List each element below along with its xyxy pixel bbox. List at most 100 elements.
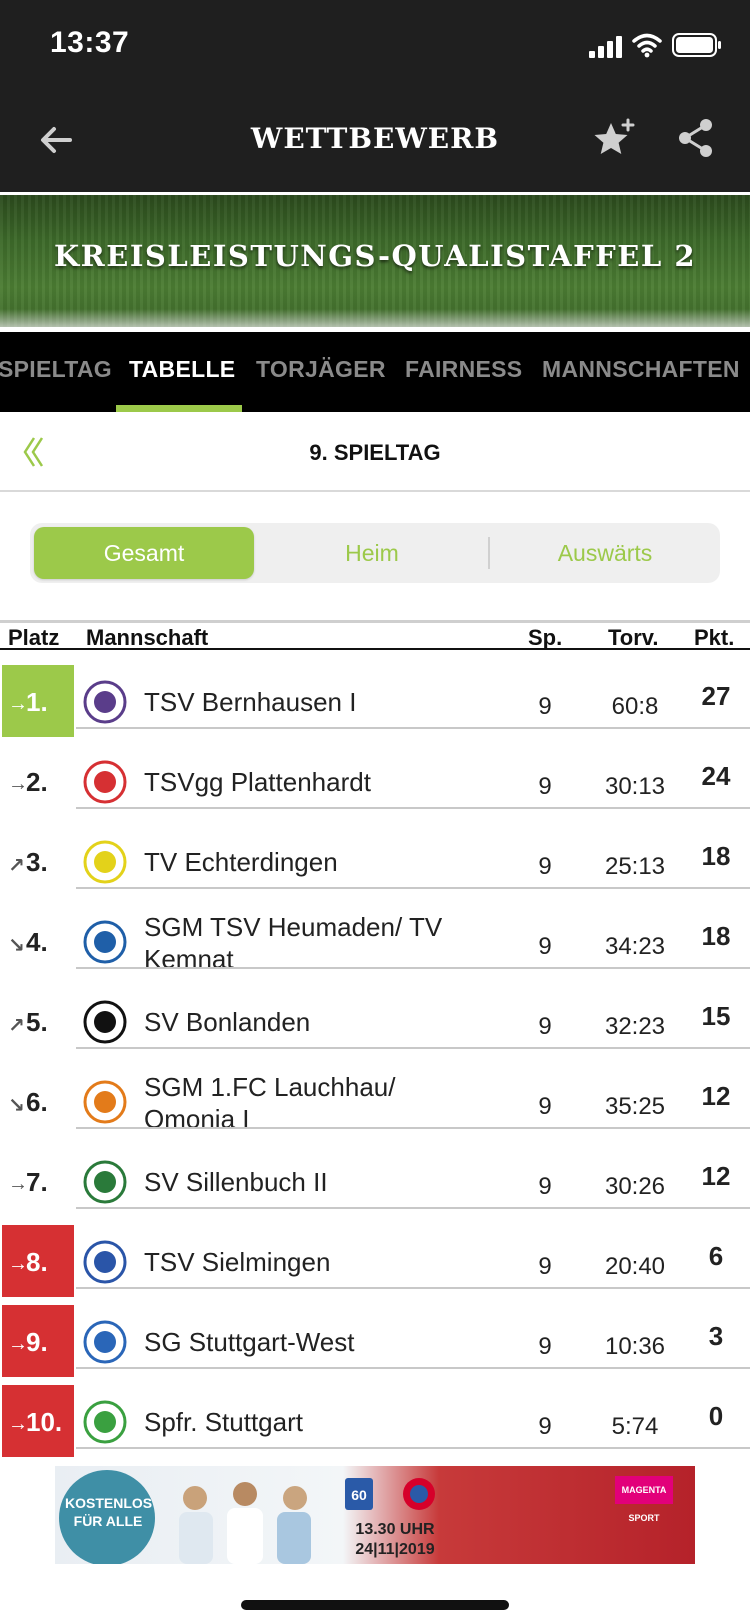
team-name: Spfr. Stuttgart bbox=[144, 1407, 303, 1437]
rank-cell: → 2. bbox=[2, 745, 74, 817]
header-mannschaft: Mannschaft bbox=[86, 625, 209, 650]
team-crest-icon bbox=[83, 920, 127, 964]
segment-heim[interactable]: Heim bbox=[345, 540, 399, 566]
goal-ratio: 34:23 bbox=[604, 933, 666, 960]
row-divider bbox=[76, 1287, 750, 1289]
games-played: 9 bbox=[538, 933, 552, 960]
rank-number: 9. bbox=[26, 1327, 48, 1357]
goal-ratio: 10:36 bbox=[604, 1333, 666, 1360]
table-row[interactable]: ↘ 6. SGM 1.FC Lauchhau/ Omonia I 9 35:25 12 bbox=[0, 1065, 750, 1145]
segment-auswaerts[interactable]: Auswärts bbox=[557, 540, 653, 566]
team-name: SGM TSV Heumaden/ TV Kemnat bbox=[144, 912, 443, 973]
table-row[interactable]: → 1. TSV Bernhausen I 9 60:8 27 bbox=[0, 665, 750, 745]
row-divider bbox=[76, 1047, 750, 1049]
points: 3 bbox=[708, 1321, 724, 1351]
home-indicator[interactable] bbox=[241, 1600, 509, 1610]
points: 12 bbox=[701, 1161, 731, 1191]
tab-spieltag[interactable]: SPIELTAG bbox=[0, 356, 112, 382]
table-row[interactable]: → 10. Spfr. Stuttgart 9 5:74 0 bbox=[0, 1385, 750, 1465]
points: 24 bbox=[701, 761, 731, 791]
games-played: 9 bbox=[538, 693, 552, 720]
trend-arrow-icon: → bbox=[8, 693, 28, 715]
rank-cell: → 10. bbox=[2, 1385, 74, 1457]
rank-number: 1. bbox=[26, 687, 48, 717]
rank-number: 3. bbox=[26, 847, 48, 877]
games-played: 9 bbox=[538, 1093, 552, 1120]
rank-cell: ↘ 6. bbox=[2, 1065, 74, 1137]
trend-arrow-icon: → bbox=[8, 1173, 28, 1195]
team-crest-icon bbox=[83, 760, 127, 804]
team-crest-icon bbox=[83, 1000, 127, 1044]
goal-ratio: 30:26 bbox=[604, 1173, 666, 1200]
matchday-label: 9. SPIELTAG bbox=[309, 440, 441, 465]
points: 6 bbox=[708, 1241, 724, 1271]
goal-ratio: 25:13 bbox=[604, 853, 666, 880]
table-row[interactable]: → 7. SV Sillenbuch II 9 30:26 12 bbox=[0, 1145, 750, 1225]
ad-free-text: KOSTENLOS FÜR ALLE bbox=[65, 1495, 153, 1529]
table-row[interactable]: ↘ 4. SGM TSV Heumaden/ TV Kemnat 9 34:23 18 bbox=[0, 905, 750, 985]
matchday-selector: 9. SPIELTAG bbox=[0, 412, 750, 492]
team-crest-icon bbox=[83, 840, 127, 884]
wifi-icon bbox=[632, 33, 662, 58]
tab-fairness[interactable]: FAIRNESS bbox=[405, 356, 523, 382]
trend-arrow-icon: ↘ bbox=[8, 1095, 25, 1117]
points: 18 bbox=[701, 921, 731, 951]
rank-number: 2. bbox=[26, 767, 48, 797]
ad-kickoff-time: 13.30 UHR 24|11|2019 bbox=[355, 1521, 435, 1558]
section-tabs: SPIELTAG TABELLE TORJÄGER FAIRNESS MANNS… bbox=[0, 332, 750, 412]
points: 18 bbox=[701, 841, 731, 871]
players-image bbox=[179, 1482, 311, 1564]
segment-gesamt[interactable]: Gesamt bbox=[34, 527, 254, 579]
goal-ratio: 30:13 bbox=[604, 773, 666, 800]
games-played: 9 bbox=[538, 1253, 552, 1280]
points: 27 bbox=[701, 681, 731, 711]
header-sp: Sp. bbox=[528, 625, 563, 650]
team-name: SV Bonlanden bbox=[144, 1007, 311, 1037]
active-tab-indicator bbox=[116, 405, 242, 412]
games-played: 9 bbox=[538, 853, 552, 880]
tab-tabelle[interactable]: TABELLE bbox=[129, 356, 236, 382]
team-name: SGM 1.FC Lauchhau/ Omonia I bbox=[144, 1072, 396, 1133]
rank-cell: → 7. bbox=[2, 1145, 74, 1217]
team-name: SV Sillenbuch II bbox=[144, 1167, 328, 1197]
points: 12 bbox=[701, 1081, 731, 1111]
advertisement-banner[interactable]: KOSTENLOS FÜR ALLE 60 13.30 UHR 24|11|20… bbox=[55, 1466, 695, 1564]
arrow-left-icon[interactable] bbox=[36, 120, 76, 160]
row-divider bbox=[76, 727, 750, 729]
svg-text:60: 60 bbox=[351, 1487, 367, 1503]
tab-mannschaften[interactable]: MANNSCHAFTEN bbox=[542, 356, 740, 382]
share-icon[interactable] bbox=[676, 117, 716, 159]
team-crest-icon bbox=[83, 1160, 127, 1204]
team-name: TSV Bernhausen I bbox=[144, 687, 357, 717]
row-divider bbox=[76, 887, 750, 889]
double-chevron-left-icon[interactable] bbox=[22, 434, 46, 470]
tab-torjaeger[interactable]: TORJÄGER bbox=[256, 356, 386, 382]
team-crest-icon bbox=[83, 1320, 127, 1364]
rank-cell: ↗ 5. bbox=[2, 985, 74, 1057]
goal-ratio: 60:8 bbox=[611, 693, 659, 720]
row-divider bbox=[76, 1207, 750, 1209]
table-row[interactable]: ↗ 5. SV Bonlanden 9 32:23 15 bbox=[0, 985, 750, 1065]
segment-divider bbox=[488, 537, 490, 569]
row-divider bbox=[76, 1367, 750, 1369]
table-row[interactable]: → 8. TSV Sielmingen 9 20:40 6 bbox=[0, 1225, 750, 1305]
team-crest-icon bbox=[83, 1240, 127, 1284]
star-plus-icon[interactable] bbox=[593, 117, 635, 159]
header-torv: Torv. bbox=[608, 625, 659, 650]
table-row[interactable]: ↗ 3. TV Echterdingen 9 25:13 18 bbox=[0, 825, 750, 905]
points: 0 bbox=[708, 1401, 724, 1431]
team-crest-icon bbox=[83, 1400, 127, 1444]
table-row[interactable]: → 2. TSVgg Plattenhardt 9 30:13 24 bbox=[0, 745, 750, 825]
rank-number: 8. bbox=[26, 1247, 48, 1277]
competition-banner: KREISLEISTUNGS-QUALISTAFFEL 2 bbox=[0, 195, 750, 327]
trend-arrow-icon: → bbox=[8, 1413, 28, 1435]
competition-title: KREISLEISTUNGS-QUALISTAFFEL 2 bbox=[53, 239, 697, 273]
trend-arrow-icon: ↗ bbox=[8, 1015, 25, 1037]
goal-ratio: 32:23 bbox=[604, 1013, 666, 1040]
goal-ratio: 20:40 bbox=[604, 1253, 666, 1280]
field-line bbox=[0, 309, 750, 327]
rank-number: 4. bbox=[26, 927, 48, 957]
team-crest-icon bbox=[83, 680, 127, 724]
row-divider bbox=[76, 1447, 750, 1449]
table-row[interactable]: → 9. SG Stuttgart-West 9 10:36 3 bbox=[0, 1305, 750, 1385]
